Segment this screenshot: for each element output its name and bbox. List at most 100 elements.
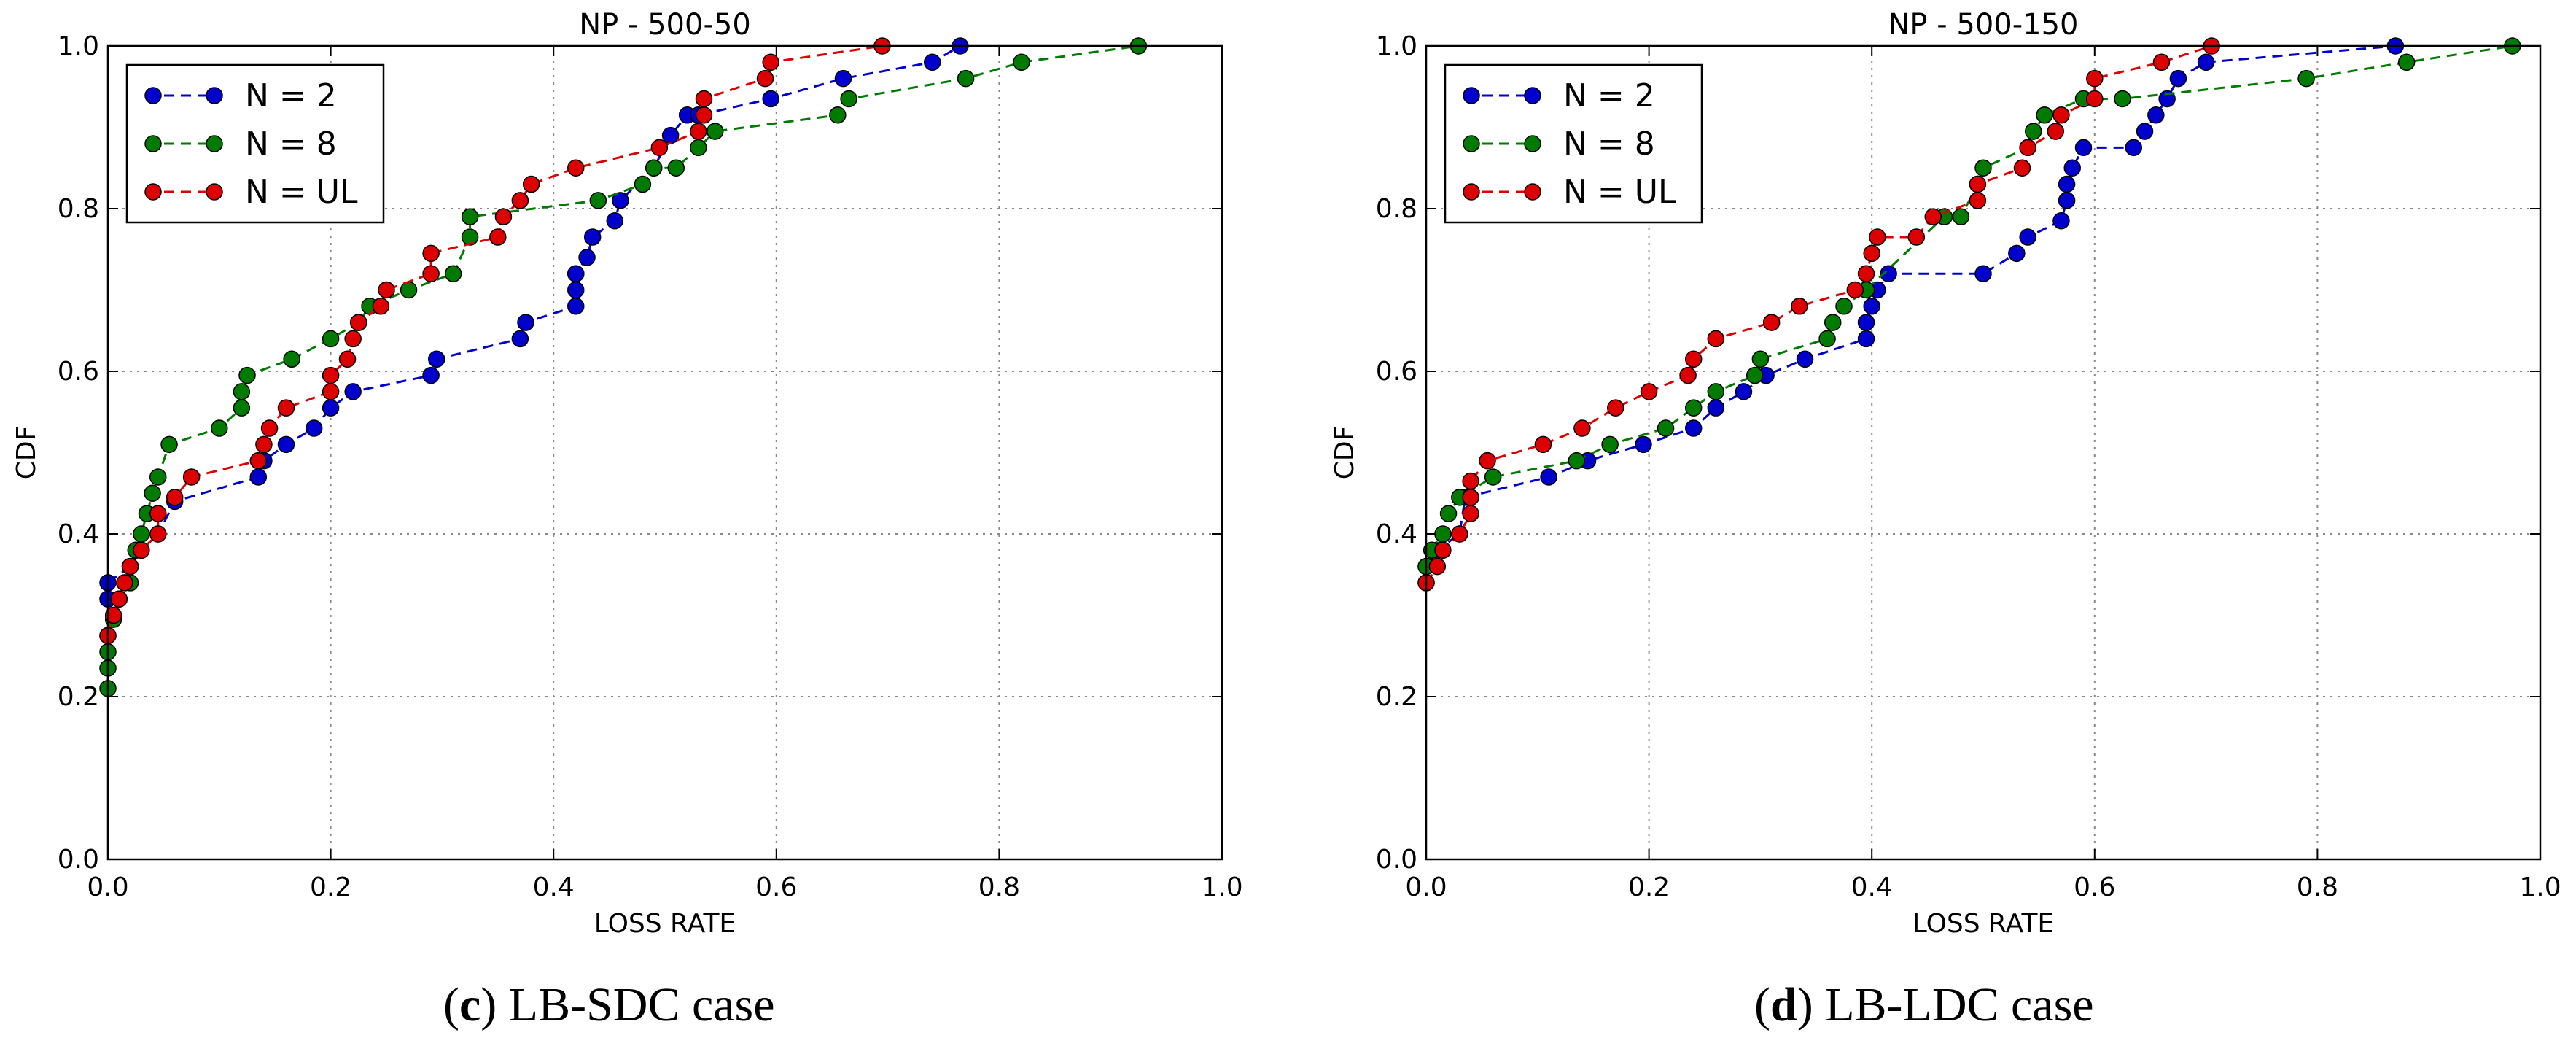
panel-c-series-1-point — [444, 265, 462, 282]
panel-d-series-1-point — [1818, 330, 1836, 348]
panel-d-series-1-point — [1835, 298, 1853, 315]
panel-d-series-2-point — [1607, 399, 1624, 417]
panel-c-series-0-point — [567, 298, 585, 315]
caption-c: (c) LB-SDC case — [443, 978, 775, 1031]
panel-c-series-1-point — [707, 123, 724, 140]
panel-d-series-0-point — [2052, 212, 2070, 230]
panel-d-x-tick-label: 0.8 — [2297, 872, 2338, 902]
panel-d-series-2-point — [1857, 265, 1875, 282]
panel-c-series-0-point — [277, 435, 295, 454]
panel-c-series-2-point — [322, 383, 340, 400]
panel-c-series-1-point — [233, 399, 251, 417]
panel-d-series-0-point — [1540, 468, 1557, 486]
panel-c-series-0-point — [762, 90, 779, 108]
panel-d-x-axis-label: LOSS RATE — [1912, 909, 2054, 939]
panel-c-series-1-point — [1013, 53, 1030, 71]
panel-d-legend-marker-0 — [1463, 87, 1480, 104]
panel-d-series-0-point — [1857, 314, 1875, 331]
panel-c-series-2-point — [338, 350, 357, 368]
panel-d-legend-marker-1 — [1524, 135, 1541, 152]
panel-c-series-2-point — [322, 366, 340, 384]
panel-c-legend-marker-1 — [144, 135, 162, 152]
panel-d-series-0-point — [2169, 69, 2187, 88]
panel-d-y-tick-label: 0.0 — [1376, 845, 1417, 875]
panel-d-series-1-point — [1751, 350, 1770, 368]
panel-d-legend-marker-1 — [1463, 135, 1480, 152]
panel-c-series-1-point — [461, 228, 479, 246]
panel-d-series-2-point — [1684, 350, 1703, 368]
panel-c-y-axis-label: CDF — [12, 426, 42, 480]
panel-c-series-0-point — [612, 192, 629, 209]
panel-d-series-2-point — [2152, 53, 2171, 71]
panel-c-series-0-point — [834, 69, 852, 88]
panel-c-series-2-point — [494, 208, 513, 225]
panel-d-series-2-point — [1846, 281, 1864, 299]
panel-c-series-0-point — [578, 249, 596, 266]
panel-d-series-1-point — [1746, 366, 1764, 384]
panel-c-series-1-point — [160, 435, 178, 454]
panel-c-series-2-point — [695, 90, 713, 108]
panel-c-legend-marker-0 — [206, 87, 223, 104]
panel-c-series-2-point — [690, 123, 707, 140]
panel-d-legend-label-2: N = UL — [1563, 174, 1676, 211]
panel-c-series-0-point — [606, 212, 623, 230]
panel-d-series-2-point — [1534, 435, 1552, 454]
panel-d-series-1-point — [1484, 468, 1502, 486]
panel-d-y-tick-label: 0.4 — [1376, 519, 1417, 549]
panel-c-series-2-point — [249, 452, 268, 470]
panel-d-series-1-point — [1974, 159, 1992, 177]
panel-d-legend: N = 2 N = 8 N = UL — [1444, 63, 1703, 224]
panel-c-series-2-point — [110, 590, 128, 608]
panel-d-series-2-point — [2086, 90, 2104, 108]
panel-c-series-1-point — [690, 139, 707, 157]
panel-d-y-axis-label: CDF — [1330, 426, 1360, 480]
panel-c-series-2-point — [116, 574, 133, 592]
panel-c-series-2-point — [133, 541, 150, 559]
panel-c-x-tick-label: 1.0 — [1201, 872, 1242, 902]
panel-c-series-0-point — [322, 399, 340, 417]
panel-d-series-2-point — [2052, 106, 2070, 124]
panel-d-series-0-point — [2136, 123, 2154, 140]
panel-d-series-2-point — [1707, 330, 1725, 348]
panel-c-series-2-point — [422, 244, 440, 263]
panel-d-series-2-point — [1791, 298, 1808, 315]
panel-d-series-0-point — [1974, 265, 1992, 282]
panel-c-legend-marker-1 — [206, 135, 223, 152]
panel-c-x-tick-label: 0.4 — [533, 872, 575, 902]
panel-c-series-1-point — [829, 106, 847, 124]
panel-d-series-0-point — [2147, 106, 2165, 124]
panel-d-series-1-point — [1657, 419, 1675, 437]
panel-c-series-0-point — [661, 126, 680, 144]
panel-c-series-2-point — [182, 468, 201, 486]
panel-c-legend-marker-2 — [206, 183, 223, 201]
panel-d-legend-marker-2 — [1463, 183, 1480, 201]
panel-c-series-1-point — [238, 366, 256, 384]
panel-c-series-0-point — [923, 53, 941, 71]
panel-c-series-0-point — [567, 265, 585, 282]
panel-c-series-1-point — [283, 350, 300, 368]
panel-d-x-tick-label: 0.4 — [1851, 872, 1893, 902]
panel-c-series-2-point — [255, 435, 273, 454]
panel-d-series-0-point — [2058, 192, 2076, 209]
panel-d-series-2-point — [1762, 314, 1781, 331]
panel-d-series-2-point — [2047, 123, 2065, 140]
panel-d-y-tick-label: 0.8 — [1376, 194, 1417, 224]
panel-d-series-0-point — [2125, 139, 2143, 157]
panel-c-y-tick-label: 0.8 — [58, 194, 99, 224]
panel-c-series-2-point — [522, 175, 540, 193]
panel-c-series-0-point — [249, 468, 268, 486]
panel-d-series-0-point — [1684, 419, 1703, 437]
panel-c-series-2-point — [756, 69, 774, 88]
panel-d-series-2-point — [1969, 175, 1987, 193]
panel-c-series-2-point — [650, 139, 669, 157]
panel-d-series-0-point — [2019, 228, 2036, 246]
panel-c-series-1-point — [840, 90, 857, 108]
panel-c-series-1-point — [149, 468, 167, 486]
panel-c-series-0-point — [344, 383, 362, 400]
panel-d-series-2-point — [1462, 472, 1479, 490]
panel-d-x-tick-label: 1.0 — [2519, 872, 2561, 902]
panel-d-series-0-point — [1863, 298, 1880, 315]
panel-d-series-2-point — [1863, 244, 1880, 263]
panel-d-series-0-point — [2063, 159, 2081, 177]
panel-c-x-tick-label: 0.6 — [755, 872, 797, 902]
